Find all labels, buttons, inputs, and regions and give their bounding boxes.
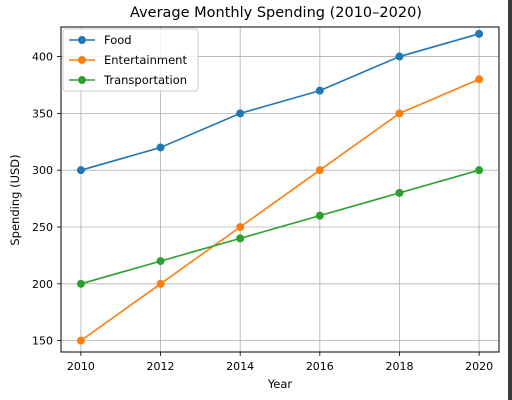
data-point-food [475,29,484,38]
x-tick-label: 2012 [147,360,175,373]
x-tick-label: 2014 [226,360,254,373]
legend: Food Entertainment Transportation [62,28,199,92]
window-edge [508,0,512,400]
chart-title: Average Monthly Spending (2010–2020) [130,5,422,21]
series-line-transportation [80,169,480,285]
y-tick-label: 150 [32,335,53,348]
x-tick-label: 2018 [385,360,413,373]
y-tick-label: 400 [32,51,53,64]
data-point-transportation [395,188,404,197]
legend-marker-transportation [78,76,86,84]
y-tick-label: 350 [32,107,53,120]
data-point-entertainment [395,109,404,118]
x-axis-label: Year [267,377,293,391]
y-tick-label: 200 [32,278,53,291]
data-point-entertainment [315,166,324,175]
x-tick-label: 2010 [67,360,95,373]
legend-label-food: Food [104,33,132,47]
series-lines [80,33,480,342]
legend-marker-food [78,36,86,44]
legend-label-transportation: Transportation [103,73,187,87]
legend-marker-entertainment [78,56,86,64]
y-axis-label: Spending (USD) [8,154,22,245]
y-tick-label: 300 [32,164,53,177]
y-tick-labels: 150 200 250 300 350 400 [32,51,53,348]
plot-frame [60,26,500,353]
data-point-transportation [236,234,245,243]
data-point-food [156,143,165,152]
y-tick-label: 250 [32,221,53,234]
legend-label-entertainment: Entertainment [104,53,187,67]
x-tick-label: 2020 [465,360,493,373]
data-point-entertainment [156,279,165,288]
data-point-transportation [315,211,324,220]
x-tick-labels: 2010 2012 2014 2016 2018 2020 [67,360,493,373]
data-point-transportation [475,166,484,175]
data-point-food [315,86,324,95]
tick-marks [57,56,480,356]
series-points [76,29,484,345]
data-point-entertainment [236,223,245,231]
x-tick-label: 2016 [306,360,334,373]
grid-lines [61,27,499,352]
series-line-food [80,33,480,171]
data-point-food [236,109,245,118]
data-point-transportation [156,257,165,266]
data-point-transportation [76,279,85,288]
series-line-entertainment [80,78,480,342]
data-point-entertainment [76,336,85,345]
legend-box [62,28,199,92]
data-point-food [76,166,85,175]
data-point-entertainment [475,75,484,84]
data-point-food [395,52,404,61]
